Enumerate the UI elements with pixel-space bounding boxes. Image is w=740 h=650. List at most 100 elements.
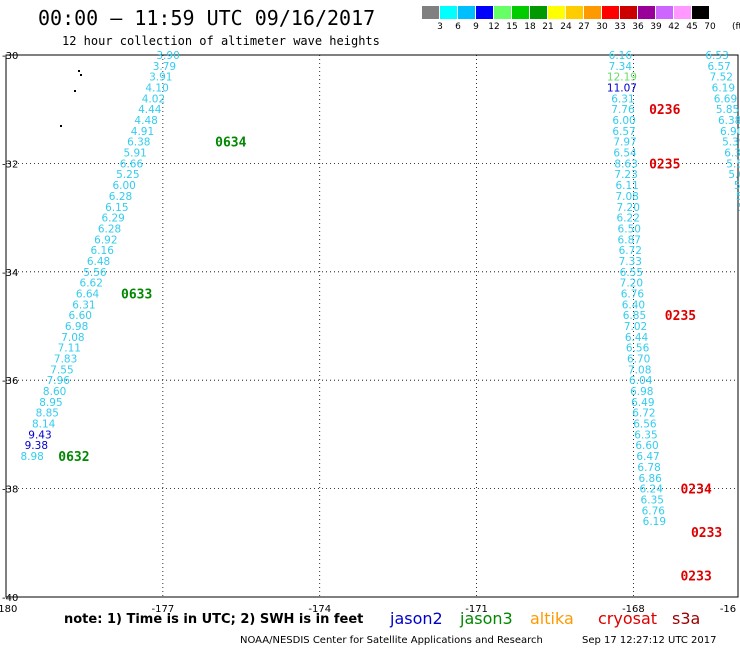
swh-value: 7.20 (620, 278, 643, 290)
colorbar-tick: 6 (455, 22, 461, 32)
x-tick-label: -168 (622, 604, 645, 615)
swh-value: 4.91 (131, 126, 154, 138)
chart-subtitle: 12 hour collection of altimeter wave hei… (62, 34, 380, 48)
colorbar-tick: 18 (524, 22, 536, 32)
colorbar-tick: 70 (704, 22, 716, 32)
swh-value: 6.60 (635, 440, 658, 452)
swh-value: 6.92 (94, 234, 117, 246)
y-tick-label: -40 (2, 593, 18, 604)
colorbar-swatch (548, 6, 565, 19)
swh-value: 6.29 (101, 213, 124, 225)
colorbar-tick: 9 (473, 22, 479, 32)
swh-value: 7.52 (710, 72, 733, 84)
swh-value: 7.11 (58, 343, 81, 355)
swh-value: 5.56 (83, 267, 107, 279)
swh-value: 6.24 (640, 484, 664, 496)
swh-value: 6.69 (714, 93, 737, 105)
legend-cryosat: cryosat (598, 609, 658, 628)
swh-value: 6.19 (643, 516, 666, 528)
swh-value: 8.14 (32, 419, 56, 431)
swh-value: 6.11 (615, 180, 638, 192)
swh-value: 6.78 (637, 462, 660, 474)
y-tick-label: -36 (2, 376, 18, 387)
colorbar-swatch (530, 6, 547, 19)
legend-altika: altika (530, 609, 574, 628)
swh-value: 8.85 (36, 408, 59, 420)
colorbar-swatch (656, 6, 673, 19)
swh-value: 7.08 (628, 364, 651, 376)
legend-s3a: s3a (672, 609, 701, 628)
swh-value: 4.02 (142, 93, 165, 105)
pass-time-label: 0632 (58, 450, 89, 465)
swh-value: 12.19 (607, 72, 637, 84)
swh-value: 7.20 (617, 202, 640, 214)
swh-value: 6.00 (612, 115, 635, 127)
x-tick-label: -16 (720, 604, 736, 615)
swh-value: 6.19 (712, 83, 735, 95)
swh-value: 6.00 (112, 180, 135, 192)
pass-time-label: 0236 (649, 103, 680, 118)
swh-value: 6.72 (619, 245, 642, 257)
y-tick-label: -30 (2, 51, 18, 62)
colorbar-swatch (584, 6, 601, 19)
swh-value: 6.15 (105, 202, 128, 214)
pass-time-label: 0233 (680, 569, 711, 584)
pass-time-label: 0235 (649, 157, 680, 172)
swh-value: 5.1 (738, 202, 740, 214)
colorbar-tick: 12 (488, 22, 500, 32)
colorbar-tick: 36 (632, 22, 644, 32)
colorbar-swatch (512, 6, 529, 19)
legend-jason2: jason2 (390, 609, 443, 628)
pass-time-label: 0233 (691, 526, 722, 541)
colorbar-tick: 42 (668, 22, 680, 32)
swh-value: 6.57 (707, 61, 730, 73)
swh-value: 6.31 (72, 299, 95, 311)
colorbar-swatch (476, 6, 493, 19)
colorbar-swatch (494, 6, 511, 19)
swh-value: 6.35 (641, 494, 664, 506)
pass-time-label: 0634 (215, 136, 246, 151)
x-tick-label: -177 (152, 604, 175, 615)
swh-value: 3.91 (149, 72, 172, 84)
legend-jason3: jason3 (460, 609, 513, 628)
colorbar-swatch (602, 6, 619, 19)
swh-value: 5.01 (728, 169, 740, 181)
swh-value: 6.98 (630, 386, 653, 398)
swh-value: 6.56 (626, 343, 650, 355)
colorbar-swatch (692, 6, 709, 19)
swh-value: 5.85 (716, 104, 739, 116)
swh-value: 6.38 (718, 115, 740, 127)
swh-value: 5.58 (726, 158, 740, 170)
swh-value: 5.25 (116, 169, 139, 181)
swh-value: 6.22 (617, 213, 640, 225)
swh-value: 6.90 (720, 126, 740, 138)
swh-value: 8.95 (39, 397, 62, 409)
swh-value: 6.35 (634, 429, 657, 441)
swh-value: 6.98 (65, 321, 88, 333)
y-tick-label: -32 (2, 159, 18, 170)
swh-value: 5.91 (123, 148, 146, 160)
swh-value: 4.10 (145, 83, 168, 95)
swh-value: 11.07 (607, 83, 637, 95)
speck-mark (60, 125, 62, 127)
swh-value: 3.90 (156, 50, 179, 62)
swh-value: 7.96 (47, 375, 71, 387)
swh-value: 6.60 (69, 310, 92, 322)
speck-mark (80, 74, 82, 76)
swh-value: 6.85 (623, 310, 646, 322)
swh-value: 8.60 (43, 386, 66, 398)
swh-value: 6.66 (120, 158, 144, 170)
colorbar-swatch (566, 6, 583, 19)
swh-value: 7.23 (614, 169, 637, 181)
swh-value: 7.83 (54, 354, 77, 366)
colorbar-tick: 30 (596, 22, 608, 32)
swh-value: 6.54 (613, 148, 637, 160)
colorbar-unit: (ft) (732, 22, 740, 32)
plot-frame (5, 54, 739, 598)
swh-value: 5.39 (722, 137, 740, 149)
swh-value: 6.16 (91, 245, 115, 257)
swh-value: 5.4 (736, 191, 740, 203)
swh-value: 7.55 (50, 364, 73, 376)
speck-mark (78, 70, 80, 72)
